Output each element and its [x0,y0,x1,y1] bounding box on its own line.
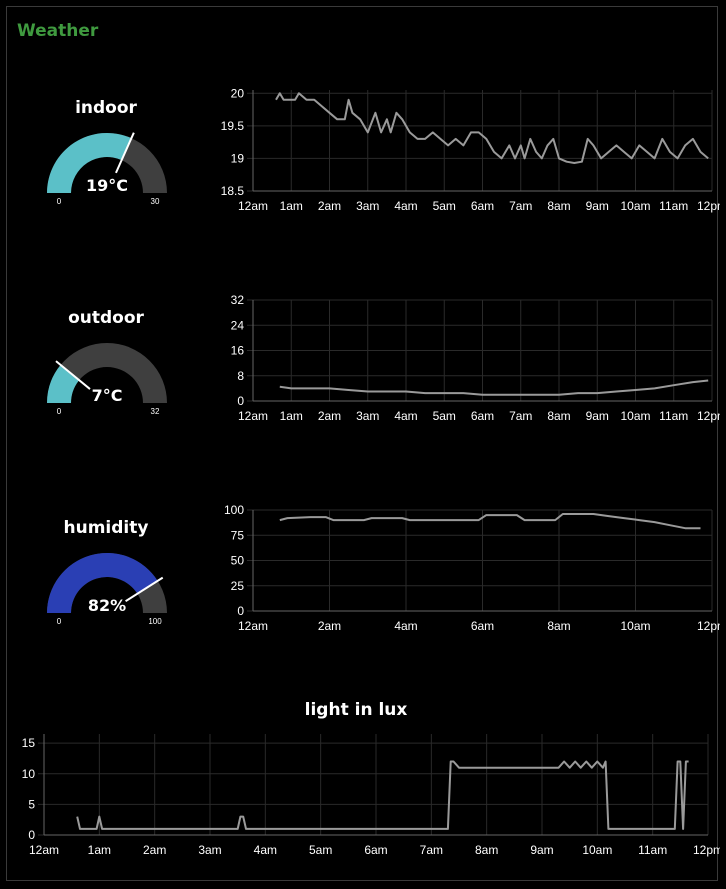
gauge-needle [55,360,91,390]
chart-axes: 12am 1am 2am 3am 4am 5am 6am 7am 8am 9am 10am 11am 1… [22,734,720,857]
indoor-temperature-chart: 12am 1am 2am 3am 4am 5am 6am 7am 8am 9am 10am 11am 1… [221,86,720,213]
y-tick-label: 19.5 [221,119,245,133]
x-tick-label: 3am [356,199,379,213]
y-tick-label: 5 [28,797,35,811]
gauge-outdoor: 7°C 0 32 [47,343,167,416]
x-tick-label: 2am [143,843,166,857]
x-tick-label: 4am [394,409,417,423]
y-tick-label: 19 [231,151,245,165]
series-line [279,379,709,396]
x-tick-label: 4am [394,199,417,213]
y-tick-label: 24 [231,318,245,332]
x-tick-label: 5am [309,843,332,857]
x-tick-label: 5am [433,199,456,213]
gauge-min: 0 [57,407,62,416]
light-chart-title: light in lux [304,700,408,720]
gauge-value: 19°C [86,176,128,195]
y-tick-label: 0 [28,828,35,842]
gauge-value: 7°C [92,386,123,405]
y-tick-label: 8 [237,369,244,383]
outdoor-temperature-chart: 12am 1am 2am 3am 4am 5am 6am 7am 8am 9am 10am 11am 1… [231,293,720,423]
x-tick-label: 6am [471,199,494,213]
x-tick-label: 10am [582,843,612,857]
x-tick-label: 3am [198,843,221,857]
gauge-fill [47,132,132,193]
y-tick-label: 0 [237,604,244,618]
x-tick-label: 10am [620,199,650,213]
gauge-value: 82% [88,596,126,615]
gauge-max: 32 [151,407,160,416]
x-tick-label: 10am [620,619,650,633]
y-tick-label: 18.5 [221,184,245,198]
x-tick-label: 9am [530,843,553,857]
y-tick-label: 20 [231,86,245,100]
x-tick-label: 11am [659,409,688,423]
x-tick-label: 6am [471,409,494,423]
x-tick-label: 4am [394,619,417,633]
x-tick-label: 7am [509,199,532,213]
x-tick-label: 8am [475,843,498,857]
x-tick-label: 12am [238,409,268,423]
x-tick-label: 4am [254,843,277,857]
y-tick-label: 100 [224,503,244,517]
x-tick-label: 1am [280,199,303,213]
gauge-max: 30 [151,197,160,206]
x-tick-label: 9am [586,199,609,213]
series-line [275,92,709,164]
gauge-needle [125,576,164,603]
x-tick-label: 2am [318,619,341,633]
y-tick-label: 32 [231,293,245,307]
group-title: Weather [17,21,99,41]
series-line [76,760,689,830]
x-tick-label: 10am [620,409,650,423]
y-tick-label: 16 [231,344,245,358]
x-tick-label: 1am [88,843,111,857]
chart-axes: 12am 1am 2am 3am 4am 5am 6am 7am 8am 9am 10am 11am 1… [231,293,720,423]
y-tick-label: 0 [237,394,244,408]
gauge-humidity: 82% 0 100 [47,553,167,626]
x-tick-label: 8am [547,199,570,213]
x-tick-label: 8am [547,409,570,423]
light-chart: 12am 1am 2am 3am 4am 5am 6am 7am 8am 9am 10am 11am 1… [22,734,720,857]
gauge-outdoor-label: outdoor [68,308,144,328]
y-tick-label: 15 [22,736,36,750]
x-tick-label: 6am [364,843,387,857]
x-tick-label: 12am [29,843,59,857]
gauge-humidity-label: humidity [63,518,149,538]
humidity-chart: 12am 2am 4am 6am 8am 10am 12pm 0 25 50 75 100 [224,503,720,633]
x-tick-label: 8am [547,619,570,633]
gauge-indoor-label: indoor [75,98,137,118]
x-tick-label: 12pm [697,199,720,213]
x-tick-label: 6am [471,619,494,633]
y-tick-label: 25 [231,579,245,593]
x-tick-label: 12pm [697,409,720,423]
x-tick-label: 12pm [693,843,720,857]
y-tick-label: 10 [22,767,36,781]
chart-axes: 12am 1am 2am 3am 4am 5am 6am 7am 8am 9am 10am 11am 1… [221,86,720,213]
x-tick-label: 2am [318,409,341,423]
gauge-min: 0 [57,197,62,206]
series-line [279,513,701,530]
x-tick-label: 1am [280,409,303,423]
x-tick-label: 12am [238,199,268,213]
gauge-indoor: 19°C 0 30 [47,132,167,206]
y-tick-label: 75 [231,528,245,542]
x-tick-label: 11am [659,199,688,213]
x-tick-label: 7am [420,843,443,857]
x-tick-label: 9am [586,409,609,423]
y-tick-label: 50 [231,554,245,568]
gauge-min: 0 [57,617,62,626]
x-tick-label: 11am [638,843,667,857]
x-tick-label: 7am [509,409,532,423]
chart-axes: 12am 2am 4am 6am 8am 10am 12pm 0 25 50 75 100 [224,503,720,633]
x-tick-label: 12am [238,619,268,633]
gauge-max: 100 [148,617,162,626]
x-tick-label: 5am [433,409,456,423]
gauge-needle [115,132,135,174]
x-tick-label: 3am [356,409,379,423]
x-tick-label: 2am [318,199,341,213]
x-tick-label: 12pm [697,619,720,633]
gauge-fill [47,553,158,613]
gauge-track [47,343,167,403]
